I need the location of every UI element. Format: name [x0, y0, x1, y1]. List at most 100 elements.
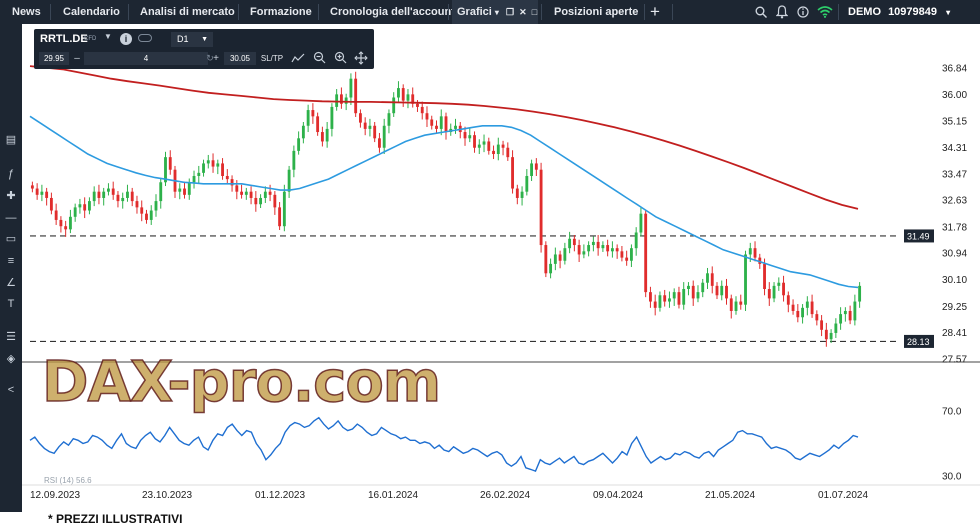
candle-body — [59, 219, 63, 227]
chevron-down-icon[interactable]: ▾ — [494, 8, 499, 17]
candle-body — [430, 119, 434, 126]
toggle-switch[interactable] — [138, 34, 152, 42]
x-tick-label: 23.10.2023 — [142, 490, 192, 501]
indicators-icon[interactable]: ƒ — [7, 168, 15, 180]
share-icon[interactable]: < — [7, 384, 15, 396]
candle-body — [534, 163, 538, 170]
tab-grafici[interactable]: Grafici ▾ ❐ ✕ □ — [452, 0, 538, 24]
quantity-decrease-button[interactable]: – — [74, 53, 80, 64]
candle-body — [511, 157, 514, 189]
chevron-down-icon[interactable]: ▼ — [104, 32, 112, 41]
chevron-down-icon[interactable]: ▾ — [946, 8, 951, 17]
info-icon[interactable] — [797, 5, 809, 19]
bell-icon[interactable] — [776, 5, 788, 19]
sltp-button[interactable]: SL/TP — [260, 54, 284, 63]
fibonacci-icon[interactable]: ≡ — [7, 255, 15, 267]
add-tab-button[interactable]: + — [650, 2, 660, 21]
nav-cronologia-account[interactable]: Cronologia dell'account — [330, 6, 455, 18]
candle-body — [197, 172, 201, 176]
candle-body — [401, 88, 405, 101]
horizontal-line-icon[interactable]: — — [5, 212, 17, 224]
x-tick-label: 21.05.2024 — [705, 490, 755, 501]
candle-body — [482, 141, 486, 145]
candle-body — [824, 329, 828, 340]
timeframe-select[interactable]: D1 ▼ — [171, 32, 213, 47]
reset-icon[interactable]: ↻ — [206, 53, 214, 63]
quantity-increase-button[interactable]: + — [213, 53, 219, 64]
candle-body — [325, 128, 329, 142]
nav-divider — [541, 4, 542, 20]
candle-body — [715, 285, 719, 296]
candle-body — [753, 248, 757, 258]
candle-body — [235, 185, 239, 192]
search-icon[interactable] — [755, 6, 767, 18]
candle-body — [834, 323, 838, 333]
crosshair-icon[interactable]: ✚ — [6, 190, 16, 202]
y-tick-label: 28.41 — [942, 328, 967, 339]
nav-news[interactable]: News — [12, 6, 41, 18]
info-icon[interactable]: i — [120, 33, 132, 45]
candle-body — [273, 194, 277, 208]
candle-body — [320, 132, 324, 142]
layers-icon[interactable]: ◈ — [6, 353, 16, 365]
candle-body — [687, 285, 690, 289]
ask-price[interactable]: 30.05 — [224, 52, 256, 65]
quantity-input[interactable]: 4 — [84, 52, 208, 65]
candle-body — [135, 201, 139, 208]
nav-divider — [448, 4, 449, 20]
candle-body — [853, 301, 857, 321]
candle-body — [473, 135, 476, 148]
candle-body — [506, 147, 510, 158]
window-restore-icon[interactable]: ❐ — [506, 7, 515, 17]
candle-body — [549, 263, 553, 274]
candle-body — [221, 163, 224, 176]
candle-body — [739, 301, 743, 305]
x-tick-label: 09.04.2024 — [593, 490, 643, 501]
account-selector[interactable]: DEMO 10979849 ▾ — [848, 0, 950, 24]
candle-body — [777, 282, 781, 286]
line-chart-icon[interactable] — [291, 52, 305, 67]
nav-divider — [238, 4, 239, 20]
candle-body — [658, 295, 662, 308]
candle-body — [829, 332, 833, 340]
rsi-line — [29, 416, 859, 472]
zoom-out-icon[interactable] — [313, 51, 326, 66]
move-icon[interactable] — [354, 51, 368, 66]
popout-icon[interactable]: □ — [531, 7, 538, 17]
nav-calendario[interactable]: Calendario — [63, 6, 120, 18]
candle-body — [263, 191, 267, 198]
candle-body — [287, 169, 291, 192]
nav-analisi-di-mercato[interactable]: Analisi di mercato — [140, 6, 235, 18]
candle-body — [425, 113, 429, 120]
candle-body — [420, 106, 424, 114]
candle-body — [682, 288, 686, 305]
price-level-badge — [904, 334, 934, 348]
candle-body — [202, 163, 205, 173]
price-level-label: 31.49 — [907, 231, 930, 241]
y-tick-label: 36.84 — [942, 64, 967, 75]
candle-body — [706, 273, 709, 283]
ruler-icon[interactable]: ☰ — [6, 331, 16, 343]
trend-angle-icon[interactable]: ∠ — [6, 277, 16, 289]
nav-formazione[interactable]: Formazione — [250, 6, 312, 18]
candle-body — [696, 292, 700, 299]
instrument-symbol[interactable]: RRTL.DE — [40, 33, 88, 45]
chart-type-icon[interactable]: ▤ — [5, 134, 17, 146]
candle-body — [582, 251, 586, 255]
price-level-badge — [904, 229, 934, 243]
candle-body — [130, 191, 134, 202]
y-tick-label: 29.25 — [942, 302, 967, 313]
bid-price[interactable]: 29.95 — [39, 52, 69, 65]
candle-body — [601, 245, 605, 249]
candle-body — [378, 138, 381, 148]
close-icon[interactable]: ✕ — [519, 7, 527, 17]
rectangle-icon[interactable]: ▭ — [5, 233, 17, 245]
zoom-in-icon[interactable] — [334, 51, 347, 66]
price-chart[interactable]: 36.84 36.00 35.15 34.31 33.47 32.63 31.78 30.94… — [0, 0, 980, 512]
candle-body — [73, 207, 77, 217]
candle-body — [791, 304, 795, 311]
rsi-label: RSI (14) 56.6 — [44, 476, 92, 485]
tab-posizioni-aperte[interactable]: Posizioni aperte — [554, 6, 639, 18]
text-tool-icon[interactable]: T — [7, 298, 15, 310]
